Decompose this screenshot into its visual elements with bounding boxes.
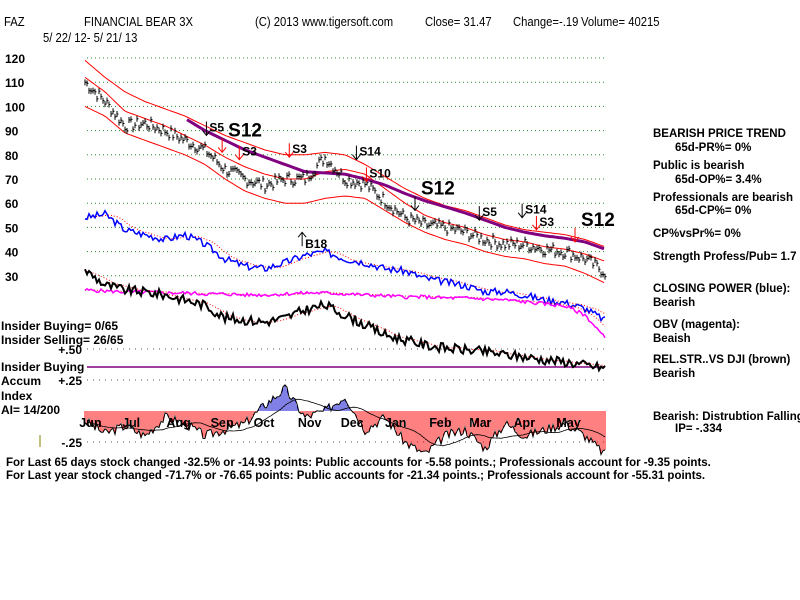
ai-status: Bearish: Distrubtion Falling — [653, 411, 800, 423]
month-label: Nov — [298, 416, 322, 430]
sell-arrow-icon — [362, 167, 371, 183]
price-tick-label: 90 — [5, 125, 19, 139]
insider-selling-count: Insider Selling= 26/65 — [1, 333, 124, 347]
upper-band-line — [84, 60, 605, 247]
sell-arrow-icon — [352, 145, 361, 161]
sell-arrow-icon — [234, 145, 244, 161]
price-tick-label: 70 — [5, 173, 19, 187]
closing-power-status: Bearish — [653, 297, 696, 309]
month-label: May — [556, 416, 580, 430]
month-label: Jan — [385, 416, 407, 430]
month-label: Jul — [122, 416, 140, 430]
professionals-status: Professionals are bearish — [653, 192, 793, 204]
fund-name: FINANCIAL BEAR 3X — [84, 15, 193, 29]
relstr-status: Bearish — [653, 368, 696, 380]
ai-tick-label: +.50 — [58, 343, 82, 357]
signal-label: S5 — [482, 205, 497, 219]
month-label: Jun — [79, 416, 101, 430]
volume-value: Volume= 40215 — [581, 15, 660, 29]
ip-value: IP= -.334 — [675, 423, 722, 435]
signal-label: S14 — [359, 145, 381, 159]
copyright: (C) 2013 www.tigersoft.com — [255, 15, 394, 29]
obv-status: Beaish — [653, 333, 691, 345]
op-value: 65d-OP%= 3.4% — [675, 174, 762, 186]
public-status: Public is bearish — [653, 160, 745, 172]
month-label: Feb — [429, 416, 452, 430]
sell-arrow-icon — [410, 196, 420, 212]
price-tick-label: 100 — [5, 100, 25, 114]
price-tick-label: 120 — [5, 52, 25, 66]
sell-arrow-icon — [532, 215, 541, 231]
obv-line — [84, 287, 606, 339]
cp-value: 65d-CP%= 0% — [675, 205, 752, 217]
price-tick-label: 80 — [5, 149, 19, 163]
footer-65-day: For Last 65 days stock changed -32.5% or… — [6, 457, 711, 469]
price-tick-label: 40 — [5, 246, 19, 260]
signal-label: S3 — [292, 142, 307, 156]
month-label: Oct — [254, 416, 276, 430]
ai-tick-label: -.25 — [61, 436, 82, 450]
purple-ma-line — [186, 118, 605, 251]
buy-arrow-icon — [297, 231, 307, 247]
pr-value: 65d-PR%= 0% — [675, 142, 752, 154]
month-label: Aug — [166, 416, 190, 430]
ai-tick-label: +.25 — [58, 374, 82, 388]
lower-band-line — [84, 105, 605, 284]
insider-buying-count: Insider Buying= 0/65 — [1, 319, 119, 333]
sell-arrow-icon — [517, 203, 527, 219]
rel-strength-line — [84, 268, 606, 373]
closing-power-ma-line — [84, 214, 606, 315]
signal-label: S3 — [242, 145, 257, 159]
footer-1-year: For Last year stock changed -71.7% or -7… — [6, 470, 706, 482]
sell-arrow-icon — [202, 121, 211, 137]
sell-arrow-icon — [570, 227, 580, 243]
signal-label: S5 — [209, 120, 224, 134]
strength-ratio: Strength Profess/Pub= 1.7 — [653, 251, 797, 263]
sell-arrow-icon — [474, 206, 484, 221]
relstr-label: REL.STR..VS DJI (brown) — [653, 354, 791, 366]
month-label: Dec — [341, 416, 364, 430]
signal-label: B18 — [305, 237, 327, 251]
change-value: Change=-.19 — [513, 15, 579, 29]
date-range: 5/ 22/ 12- 5/ 21/ 13 — [43, 31, 138, 45]
ai-value: AI= 14/200 — [1, 403, 61, 417]
price-trend: BEARISH PRICE TREND — [653, 128, 786, 140]
signal-label: S14 — [525, 203, 547, 217]
cp-vs-pr: CP%vsPr%= 0% — [653, 228, 741, 240]
price-tick-label: 60 — [5, 197, 19, 211]
signal-label: S3 — [539, 215, 554, 229]
closing-power-label: CLOSING POWER (blue): — [653, 283, 791, 295]
signal-label: S10 — [369, 166, 391, 180]
insider-buying-label: Insider Buying — [1, 360, 85, 374]
month-label: Sep — [211, 416, 234, 430]
index-label: Index — [1, 389, 33, 403]
ticker: FAZ — [4, 15, 25, 29]
accum-label: Accum — [1, 374, 42, 388]
accum-index-ma-line — [84, 398, 606, 447]
price-tick-label: 30 — [5, 270, 19, 284]
sell-arrow-icon — [217, 138, 227, 154]
month-label: Apr — [514, 416, 536, 430]
signal-label: S12 — [421, 178, 455, 199]
sell-arrow-icon — [284, 143, 294, 159]
closing-power-line — [84, 209, 606, 323]
signal-label: S12 — [228, 120, 262, 141]
signal-label: S12 — [581, 210, 615, 231]
price-tick-label: 110 — [5, 76, 25, 90]
price-tick-label: 50 — [5, 221, 19, 235]
obv-label: OBV (magenta): — [653, 319, 740, 331]
month-label: Mar — [469, 416, 491, 430]
close-value: Close= 31.47 — [425, 15, 492, 29]
